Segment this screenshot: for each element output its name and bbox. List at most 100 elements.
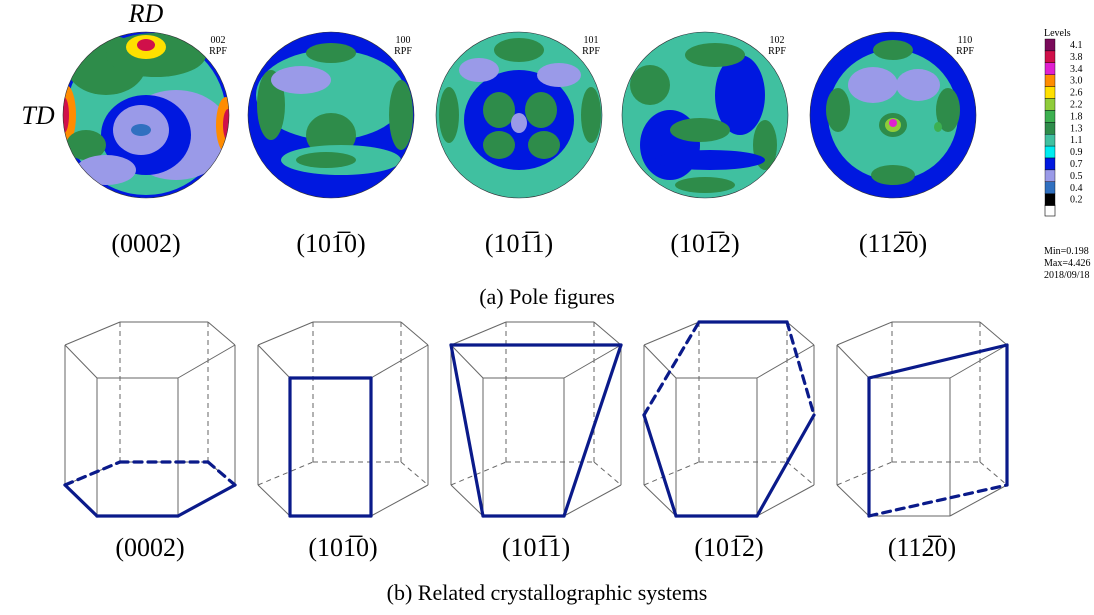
pole-outline xyxy=(809,31,977,199)
prism-edge xyxy=(643,484,677,517)
prism-edge xyxy=(563,484,622,517)
plane-edge xyxy=(562,343,623,518)
contour xyxy=(271,66,331,94)
contour xyxy=(223,109,229,141)
miller-label: (112̅0) xyxy=(859,229,927,258)
prism-edge xyxy=(257,321,314,346)
miller-label: (0002) xyxy=(111,229,180,258)
prism-edge xyxy=(836,484,870,517)
legend-level: 2.6 xyxy=(1070,88,1083,99)
legend-swatch xyxy=(1044,122,1056,135)
legend-swatch xyxy=(1044,38,1056,52)
legend-level: 2.2 xyxy=(1070,100,1083,111)
legend-max: Max=4.426 xyxy=(1044,258,1090,269)
miller-label: (112̅0) xyxy=(888,533,956,562)
miller-label: (101̅1) xyxy=(502,533,570,562)
miller-label: (0002) xyxy=(115,533,184,562)
contour xyxy=(137,39,155,51)
plane-edge xyxy=(449,343,485,518)
caption-b: (b) Related crystallographic systems xyxy=(387,580,708,605)
legend-swatch xyxy=(1044,193,1056,206)
prism-edge xyxy=(450,321,507,346)
pole-kind: RPF xyxy=(209,46,227,57)
contour xyxy=(389,80,413,150)
legend-level: 1.8 xyxy=(1070,111,1083,122)
prism-edge xyxy=(257,484,291,517)
contour xyxy=(63,97,69,133)
prism-edge xyxy=(64,321,121,346)
plane-edge xyxy=(176,483,237,518)
legend-swatch xyxy=(1044,169,1056,182)
prism xyxy=(63,321,237,518)
pole-code: 102 xyxy=(770,35,785,46)
pole-outline xyxy=(435,31,603,199)
pole-figure xyxy=(622,32,788,198)
prism-edge xyxy=(949,344,1008,379)
legend-level: 1.3 xyxy=(1070,123,1083,134)
contour xyxy=(459,58,499,82)
legend-level: 0.9 xyxy=(1070,147,1083,158)
legend-swatch xyxy=(1044,98,1056,111)
prism-hidden-edge xyxy=(979,461,1008,486)
legend-swatch xyxy=(1044,133,1056,147)
pole-kind: RPF xyxy=(394,46,412,57)
prism-edge xyxy=(949,484,1008,517)
plane-hidden-edge xyxy=(785,320,816,417)
td-label: TD xyxy=(21,101,54,130)
prism-hidden-edge xyxy=(593,461,622,486)
legend-swatch xyxy=(1044,181,1056,194)
pole-kind: RPF xyxy=(956,46,974,57)
legend-level: 1.1 xyxy=(1070,135,1083,146)
pole-outline xyxy=(621,31,789,199)
pole-figure xyxy=(248,32,414,198)
prism-edge xyxy=(643,321,700,346)
legend-level: 0.7 xyxy=(1070,159,1083,170)
prism-hidden-edge xyxy=(257,461,314,486)
legend-date: 2018/09/18 xyxy=(1044,270,1090,281)
pole-code: 110 xyxy=(958,35,973,46)
pole-kind: RPF xyxy=(768,46,786,57)
prism-hidden-edge xyxy=(450,461,507,486)
plane-hidden-edge xyxy=(206,460,237,487)
prism-edge xyxy=(64,344,98,379)
contour xyxy=(685,43,745,67)
prism-edge xyxy=(400,321,429,346)
contour xyxy=(630,65,670,105)
prism-edge xyxy=(370,484,429,517)
prism-edge xyxy=(257,344,291,379)
prism-edge xyxy=(450,484,484,517)
pole-kind: RPF xyxy=(582,46,600,57)
contour xyxy=(131,124,151,136)
contour xyxy=(439,87,459,143)
pole-figure xyxy=(436,32,602,198)
contour xyxy=(936,88,960,132)
prism-hidden-edge xyxy=(786,461,815,486)
contour xyxy=(873,40,913,60)
legend-swatch xyxy=(1044,157,1056,171)
pole-figure xyxy=(63,32,229,198)
contour xyxy=(581,87,601,143)
contour xyxy=(670,118,730,142)
prism-edge xyxy=(207,321,236,346)
legend-swatch-min xyxy=(1044,204,1056,217)
pole-outline xyxy=(62,31,230,199)
contour xyxy=(528,131,560,159)
contour xyxy=(494,38,544,62)
plane-hidden-edge xyxy=(867,483,1009,518)
miller-label: (101̅2) xyxy=(670,229,739,258)
prism-edge xyxy=(786,321,815,346)
legend-swatch xyxy=(1044,86,1056,99)
prism-hidden-edge xyxy=(400,461,429,486)
caption-a: (a) Pole figures xyxy=(479,284,615,309)
pole-outline xyxy=(247,31,415,199)
contour xyxy=(511,113,527,133)
prism xyxy=(449,321,623,518)
rd-label: RD xyxy=(128,0,164,28)
pole-code: 100 xyxy=(396,35,411,46)
legend-min: Min=0.198 xyxy=(1044,246,1089,257)
contour xyxy=(655,150,765,170)
miller-label: (101̅0) xyxy=(308,533,377,562)
contour xyxy=(675,177,735,193)
